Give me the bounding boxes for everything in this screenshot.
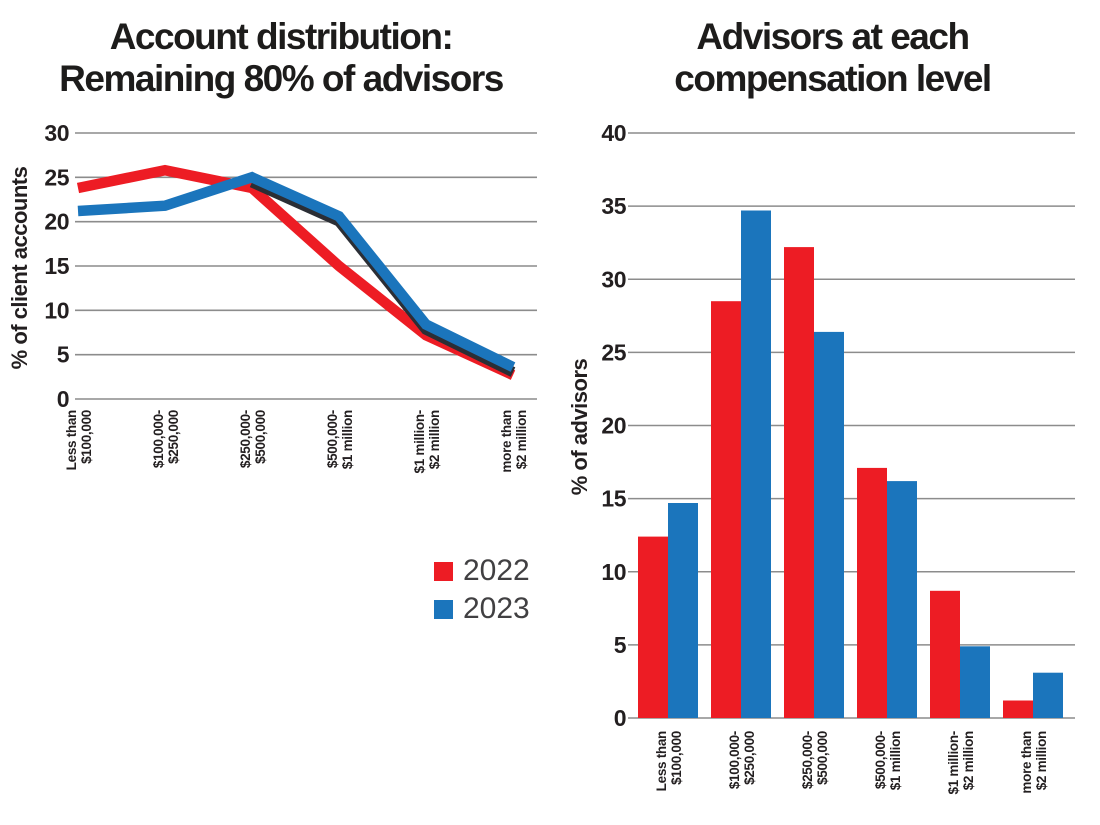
bar-2023-2 (814, 331, 844, 718)
y-tick-label: 25 (601, 339, 626, 365)
bar-2022-3 (857, 467, 887, 718)
x-category-label: $500,000- (325, 410, 340, 468)
bar-chart-title-line2: compensation level (674, 57, 992, 99)
y-tick-label: 5 (57, 342, 70, 368)
bar-2023-3 (887, 481, 917, 718)
x-category-label: $100,000- (151, 410, 166, 468)
legend: 2022 2023 (434, 556, 530, 624)
x-category-label: more than (499, 410, 514, 473)
y-tick-label: 35 (601, 193, 626, 219)
y-tick-label: 15 (44, 253, 69, 279)
x-category-label: Less than (64, 410, 79, 470)
x-category-label: $250,000 (742, 731, 757, 785)
y-tick-label: 20 (44, 209, 69, 235)
x-category-label: $500,000 (815, 731, 830, 785)
y-tick-label: 5 (614, 632, 627, 658)
x-category-label: Less than (654, 731, 669, 791)
y-tick-label: 30 (44, 120, 69, 146)
y-tick-label: 40 (601, 120, 626, 146)
x-category-label: $100,000 (669, 731, 684, 785)
y-axis-label: % of advisors (567, 358, 592, 495)
x-category-label: $100,000 (79, 410, 94, 464)
x-category-label: more than (1019, 731, 1034, 794)
gridlines (628, 132, 1075, 719)
x-axis-category-labels: Less than $100,000 $100,000- $250,000 $250,0… (654, 731, 1049, 795)
bar-2022-4 (930, 590, 960, 718)
x-category-label: $250,000 (166, 410, 181, 464)
bar-2023-5 (1033, 672, 1063, 718)
bar-2023-1 (741, 210, 771, 718)
x-category-label: $1 million (340, 410, 355, 469)
x-category-label: $500,000- (873, 731, 888, 789)
y-tick-label: 30 (601, 266, 626, 292)
y-tick-label: 10 (44, 297, 69, 323)
y-tick-label: 25 (44, 164, 69, 190)
bar-2022-2 (784, 247, 814, 718)
y-tick-label: 0 (57, 386, 69, 412)
legend-label-2022: 2022 (463, 554, 530, 587)
y-axis-tick-labels: 0 5 10 15 20 25 30 (44, 120, 70, 412)
line-2023 (77, 171, 516, 372)
legend-swatch-2023 (434, 599, 453, 619)
legend-item-2023: 2023 (434, 594, 530, 624)
x-category-label: $2 million (961, 731, 976, 790)
x-category-label: $1 million- (412, 410, 427, 473)
legend-swatch-2022 (434, 561, 453, 581)
y-tick-label: 20 (601, 413, 626, 439)
x-category-label: $100,000- (727, 731, 742, 789)
x-category-label: $2 million (514, 410, 529, 469)
bar-chart-title-line1: Advisors at each (696, 16, 970, 57)
bar-2022-0 (638, 536, 668, 718)
bar-2023-4 (960, 646, 990, 718)
legend-label-2023: 2023 (463, 592, 530, 625)
x-category-label: $250,000- (800, 731, 815, 789)
legend-item-2022: 2022 (434, 556, 530, 586)
bar-chart-title: Advisors at each compensation level (565, 16, 1100, 100)
line-chart-title-line1: Account distribution: (109, 16, 454, 57)
x-category-label: $250,000- (238, 410, 253, 468)
y-axis-label: % of client accounts (7, 166, 32, 369)
bar-series (638, 210, 1063, 718)
y-tick-label: 10 (601, 559, 626, 585)
x-category-label: $2 million (1034, 731, 1049, 790)
x-axis-category-labels: Less than $100,000 $100,000- $250,000 $250,0… (64, 410, 529, 474)
line-chart-title: Account distribution: Remaining 80% of a… (0, 16, 562, 100)
y-axis-tick-labels: 0 5 10 15 20 25 30 35 40 (601, 120, 627, 731)
line-chart-title-line2: Remaining 80% of advisors (59, 57, 504, 99)
y-tick-label: 15 (601, 486, 626, 512)
bar-2022-5 (1003, 700, 1033, 718)
line-series (76, 164, 516, 380)
x-category-label: $1 million (888, 731, 903, 790)
x-category-label: $2 million (427, 410, 442, 469)
bar-2023-0 (668, 503, 698, 718)
bar-2022-1 (711, 301, 741, 718)
x-category-label: $1 million- (946, 731, 961, 794)
x-category-label: $500,000 (253, 410, 268, 464)
line-chart: 0 5 10 15 20 25 30 % of client accounts Less tha… (7, 120, 537, 474)
y-tick-label: 0 (614, 705, 626, 731)
